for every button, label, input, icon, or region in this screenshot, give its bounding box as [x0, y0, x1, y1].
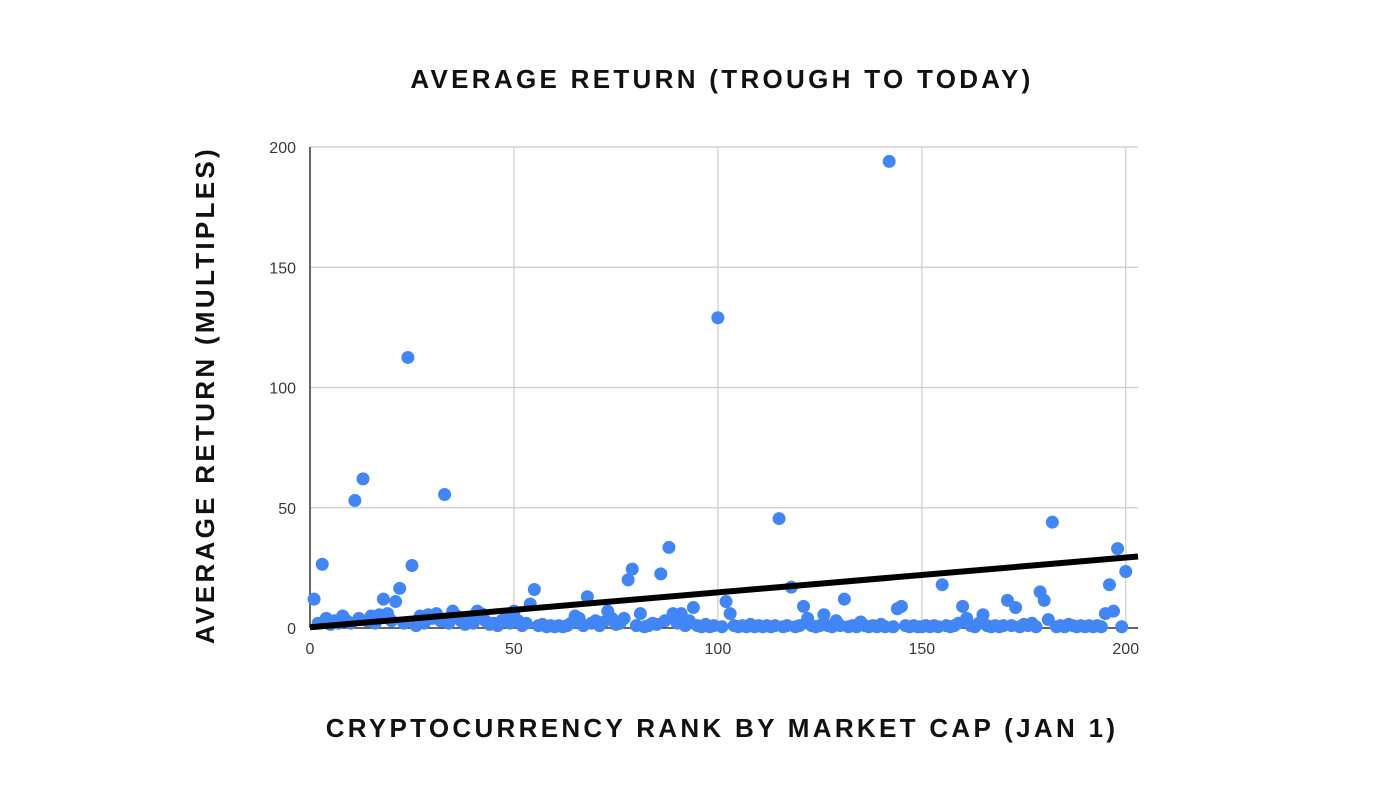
data-point	[1094, 620, 1108, 634]
y-tick-label: 100	[269, 381, 296, 398]
x-axis-label: CRYPTOCURRENCY RANK BY MARKET CAP (JAN 1…	[326, 713, 1119, 743]
data-point	[837, 592, 851, 606]
data-points	[307, 154, 1133, 634]
data-point	[935, 578, 949, 592]
x-tick-label: 50	[505, 641, 523, 658]
data-point	[654, 567, 668, 581]
x-tick-label: 100	[705, 641, 732, 658]
x-tick-label: 200	[1112, 641, 1139, 658]
data-point	[686, 601, 700, 615]
trendline-layer	[309, 553, 1139, 631]
y-tick-labels: 0 50 100 150 200	[269, 140, 296, 638]
data-point	[393, 581, 407, 595]
data-point	[1045, 515, 1059, 529]
data-point	[580, 590, 594, 604]
data-point	[389, 595, 403, 609]
data-point	[723, 607, 737, 621]
data-point	[976, 608, 990, 622]
data-point	[882, 154, 896, 168]
data-point	[527, 583, 541, 597]
trendline	[309, 553, 1139, 631]
data-point	[1102, 578, 1116, 592]
x-tick-label: 150	[908, 641, 935, 658]
data-point	[356, 472, 370, 486]
y-tick-label: 200	[269, 140, 296, 157]
data-point	[1009, 601, 1023, 615]
data-point	[401, 350, 415, 364]
data-point	[894, 599, 908, 613]
data-point	[1119, 564, 1133, 578]
data-point	[617, 611, 631, 625]
data-point	[719, 595, 733, 609]
gridlines	[310, 146, 1138, 628]
x-tick-label: 0	[306, 641, 315, 658]
data-point	[817, 608, 831, 622]
data-point	[1111, 542, 1125, 556]
data-point	[438, 488, 452, 502]
data-point	[633, 607, 647, 621]
data-point	[405, 558, 419, 572]
data-point	[1037, 593, 1051, 607]
data-point	[315, 557, 329, 571]
data-point	[886, 620, 900, 634]
data-point	[519, 616, 533, 630]
data-point	[956, 599, 970, 613]
data-point	[625, 562, 639, 576]
data-point	[348, 494, 362, 508]
data-point	[1029, 620, 1043, 634]
data-point	[711, 311, 725, 325]
data-point	[466, 616, 480, 630]
y-tick-label: 50	[278, 501, 296, 518]
y-tick-label: 0	[287, 621, 296, 638]
data-point	[621, 573, 635, 587]
data-point	[307, 592, 321, 606]
data-point	[772, 512, 786, 526]
data-point	[797, 599, 811, 613]
x-tick-labels: 0 50 100 150 200	[306, 641, 1140, 658]
y-axis-label: AVERAGE RETURN (MULTIPLES)	[190, 146, 220, 644]
y-tick-label: 150	[269, 260, 296, 277]
data-point	[715, 620, 729, 634]
data-point	[1115, 620, 1129, 634]
data-point	[1107, 604, 1121, 618]
data-point	[376, 592, 390, 606]
data-point	[662, 540, 676, 554]
chart-title: AVERAGE RETURN (TROUGH TO TODAY)	[410, 64, 1033, 94]
